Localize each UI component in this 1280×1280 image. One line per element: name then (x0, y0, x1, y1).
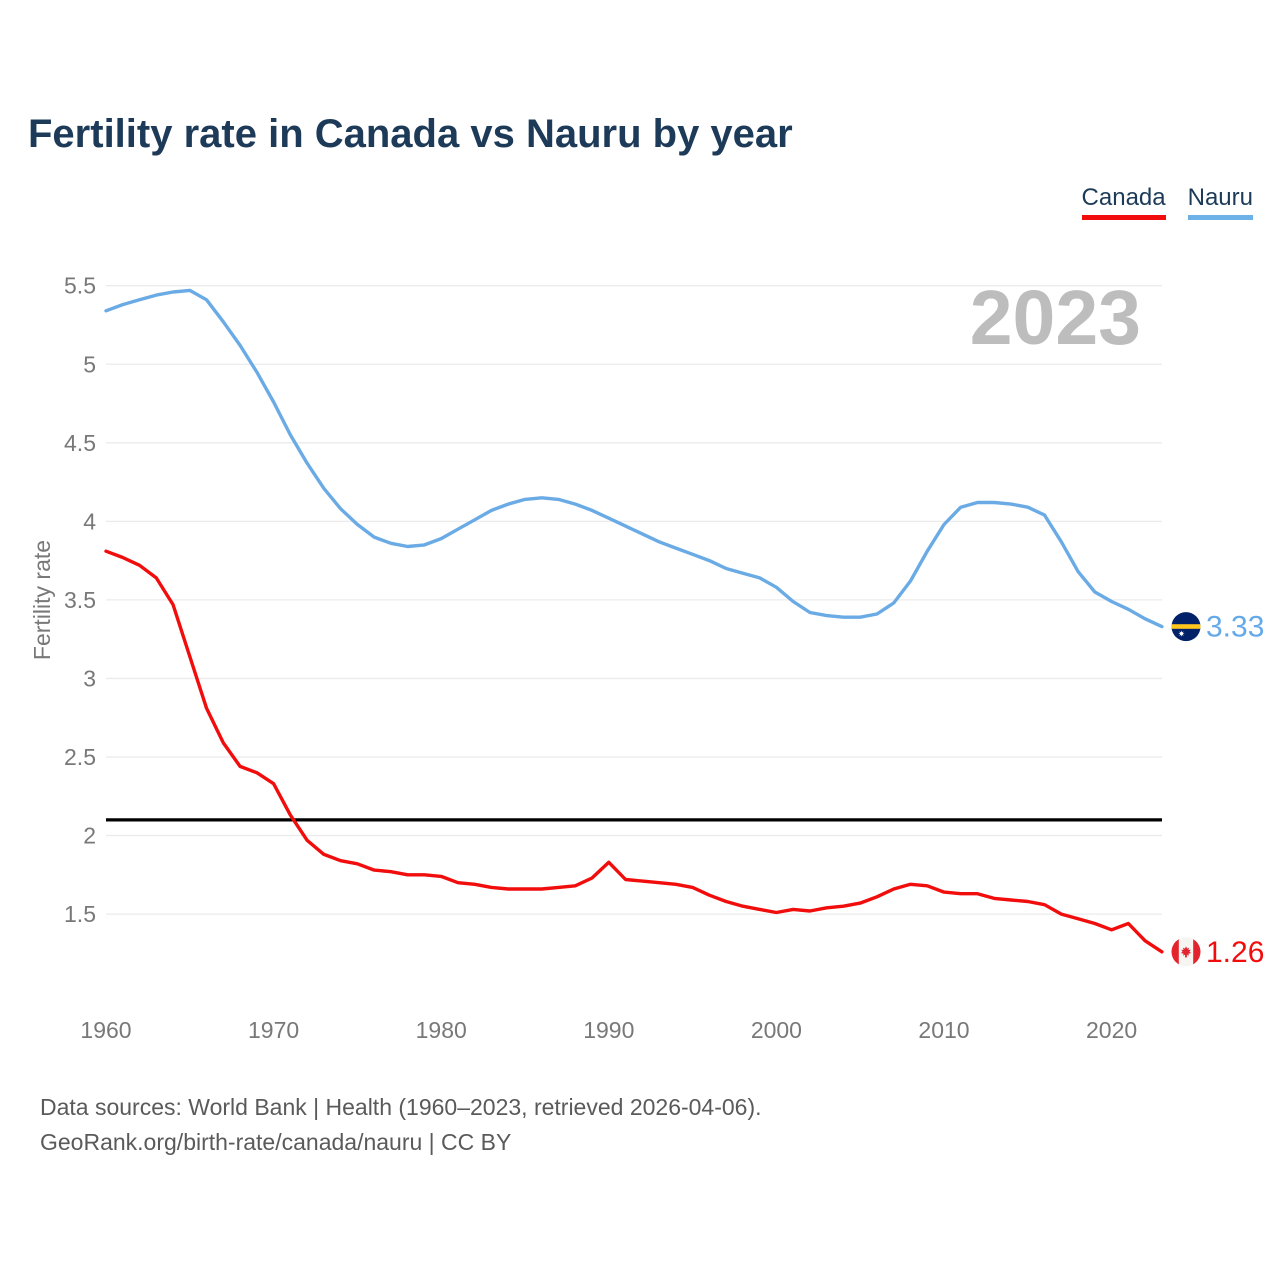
x-tick-label: 1970 (248, 1017, 299, 1043)
x-tick-label: 2000 (751, 1017, 802, 1043)
nauru-flag-icon (1171, 612, 1201, 642)
license-line: GeoRank.org/birth-rate/canada/nauru | CC… (40, 1129, 512, 1155)
y-tick-label: 4 (83, 508, 96, 534)
y-tick-label: 2 (83, 823, 96, 849)
y-axis-tick-labels: 5.5 5 4.5 4 3.5 3 2.5 2 1.5 (64, 273, 96, 927)
source-attribution: Data sources: World Bank | Health (1960–… (40, 1090, 762, 1160)
legend-item-canada[interactable]: Canada (1081, 184, 1166, 220)
canada-flag-icon (1171, 937, 1201, 967)
y-axis-title: Fertility rate (29, 540, 55, 660)
x-tick-label: 2010 (918, 1017, 969, 1043)
legend: Canada Nauru (1081, 184, 1253, 220)
y-tick-label: 3 (83, 665, 96, 691)
canada-end-value: 1.26 (1206, 936, 1264, 969)
gridlines (106, 285, 1162, 915)
x-tick-label: 1960 (80, 1017, 131, 1043)
y-tick-label: 1.5 (64, 901, 96, 927)
x-tick-label: 1980 (416, 1017, 467, 1043)
y-tick-label: 5 (83, 351, 96, 377)
x-tick-label: 1990 (583, 1017, 634, 1043)
nauru-series-line (104, 288, 1164, 629)
data-sources-line: Data sources: World Bank | Health (1960–… (40, 1094, 762, 1120)
y-tick-label: 2.5 (64, 744, 96, 770)
nauru-end-value: 3.33 (1206, 611, 1264, 644)
x-axis-tick-labels: 1960 1970 1980 1990 2000 2010 2020 (80, 1017, 1137, 1043)
y-tick-label: 5.5 (64, 273, 96, 299)
y-tick-label: 3.5 (64, 587, 96, 613)
watermark-year: 2023 (970, 275, 1141, 361)
page-title: Fertility rate in Canada vs Nauru by yea… (28, 112, 793, 156)
legend-label-canada: Canada (1081, 184, 1166, 211)
legend-item-nauru[interactable]: Nauru (1187, 184, 1253, 220)
canada-series-line (104, 549, 1164, 954)
x-tick-label: 2020 (1086, 1017, 1137, 1043)
y-tick-label: 4.5 (64, 430, 96, 456)
legend-label-nauru: Nauru (1187, 184, 1253, 211)
